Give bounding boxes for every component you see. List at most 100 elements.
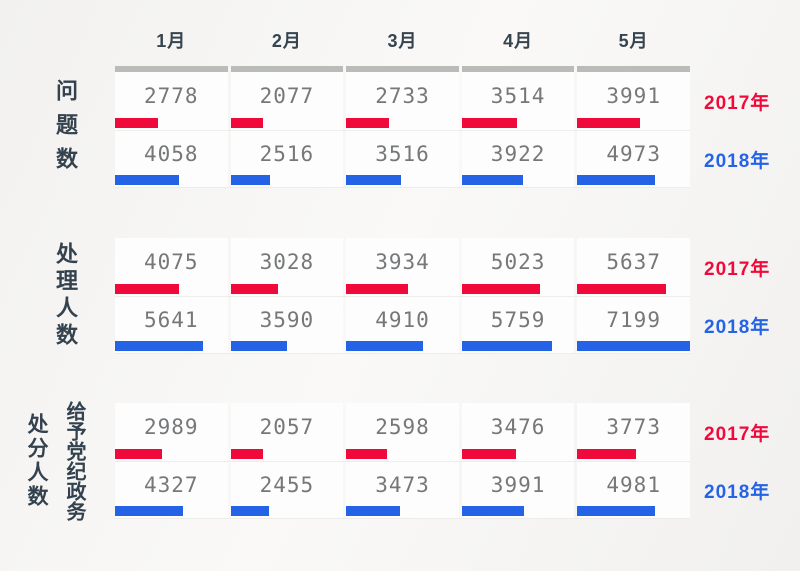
header-rule-segment [230,66,344,72]
value-label: 3514 [490,84,546,108]
value-label: 3590 [259,308,315,332]
bar-2017 [461,118,517,128]
bar-2018 [115,341,204,351]
legend-2017: 2017年 [704,92,771,114]
bar-2017 [115,118,159,128]
header-rule-segment [115,66,228,72]
value-cell: 7199 [577,297,690,353]
value-label: 2733 [375,84,430,108]
value-cell: 2077 [230,72,344,130]
bar-2017 [230,284,278,294]
bar-2017 [346,449,387,459]
value-label: 3991 [490,473,546,497]
value-cell: 3028 [230,238,344,296]
bar-2018 [577,506,656,516]
legend-handled: 2017年 2018年 [692,238,800,354]
legend-2017: 2017年 [704,423,771,445]
legend-2018: 2018年 [704,316,771,338]
bar-2017 [461,449,517,459]
value-label: 4973 [606,142,661,166]
value-label: 3028 [259,250,315,274]
legend-2017: 2017年 [704,258,771,280]
value-cell: 4075 [115,238,228,296]
legend-2018: 2018年 [704,481,771,503]
bar-2018 [230,506,269,516]
bar-2018 [115,506,183,516]
value-label: 3773 [606,415,661,439]
section-title: 处理人数 [53,242,78,350]
row-2018: 4058 2516 3516 3922 4973 [115,130,690,187]
section-label-handled: 处理人数 [0,238,130,354]
section-label-punished: 处分人数 给予党纪政务 [0,401,110,521]
value-cell: 2057 [230,403,344,461]
value-label: 4910 [375,308,430,332]
row-2018: 5641 3590 4910 5759 7199 [115,296,690,353]
bar-2017 [577,449,637,459]
value-cell: 3590 [230,297,344,353]
value-cell: 4910 [346,297,459,353]
value-label: 3991 [606,84,661,108]
bar-2018 [346,506,401,516]
value-cell: 5641 [115,297,228,353]
value-cell: 5759 [461,297,575,353]
row-2018: 4327 2455 3473 3991 4981 [115,461,690,518]
month-label: 3月 [387,31,418,51]
header-rule [115,66,690,72]
value-cell: 3934 [346,238,459,296]
value-label: 2516 [259,142,315,166]
value-label: 4327 [144,473,199,497]
value-cell: 3991 [461,462,575,518]
header-rule-segment [577,66,690,72]
value-cell: 5023 [461,238,575,296]
value-label: 3473 [375,473,430,497]
value-cell: 2516 [230,131,344,187]
bar-2018 [346,341,423,351]
value-label: 2455 [259,473,315,497]
row-2017: 4075 3028 3934 5023 5637 [115,238,690,296]
bar-2018 [577,175,656,185]
value-label: 3922 [490,142,546,166]
value-label: 5023 [490,250,546,274]
value-cell: 2989 [115,403,228,461]
month-label: 2月 [271,31,302,51]
bar-2018 [461,341,552,351]
value-cell: 3516 [346,131,459,187]
value-cell: 3514 [461,72,575,130]
table-handled: 4075 3028 3934 5023 5637 5641 3590 4910 5759 719… [115,238,690,354]
bar-2018 [346,175,402,185]
value-cell: 3476 [461,403,575,461]
bar-2018 [230,341,287,351]
month-label: 4月 [503,31,534,51]
header-rule-segment [461,66,575,72]
section-label-problems: 问题数 [0,72,130,188]
value-cell: 4981 [577,462,690,518]
value-label: 2057 [259,415,315,439]
month-header-row: 1月 2月 3月 4月 5月 [115,26,690,54]
table-problems: 2778 2077 2733 3514 3991 4058 2516 3516 3922 497… [115,72,690,188]
value-label: 2598 [375,415,430,439]
bar-2018 [115,175,179,185]
value-cell: 2733 [346,72,459,130]
section-title: 处分人数 [25,413,48,509]
legend-problems: 2017年 2018年 [692,72,800,188]
value-label: 3476 [490,415,546,439]
value-label: 5641 [144,308,199,332]
value-label: 3934 [375,250,430,274]
value-label: 5759 [490,308,546,332]
header-rule-segment [346,66,459,72]
month-label: 5月 [618,31,649,51]
bar-2017 [115,284,179,294]
value-label: 3516 [375,142,430,166]
value-cell: 4327 [115,462,228,518]
section-subtitle: 给予党纪政务 [63,401,85,521]
value-cell: 2598 [346,403,459,461]
bar-2017 [577,118,640,128]
value-cell: 3991 [577,72,690,130]
value-cell: 2778 [115,72,228,130]
legend-punished: 2017年 2018年 [692,403,800,519]
bar-2018 [461,506,525,516]
bar-2018 [577,341,690,351]
value-label: 4075 [144,250,199,274]
row-2017: 2778 2077 2733 3514 3991 [115,72,690,130]
